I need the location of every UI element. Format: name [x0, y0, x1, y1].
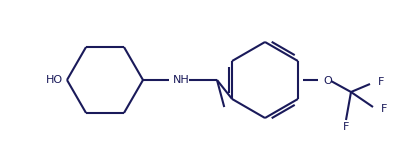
Text: O: O — [323, 76, 332, 86]
Text: HO: HO — [46, 75, 63, 85]
Text: F: F — [343, 122, 349, 132]
Text: F: F — [378, 77, 385, 87]
Text: F: F — [381, 104, 387, 114]
Text: NH: NH — [173, 75, 190, 85]
